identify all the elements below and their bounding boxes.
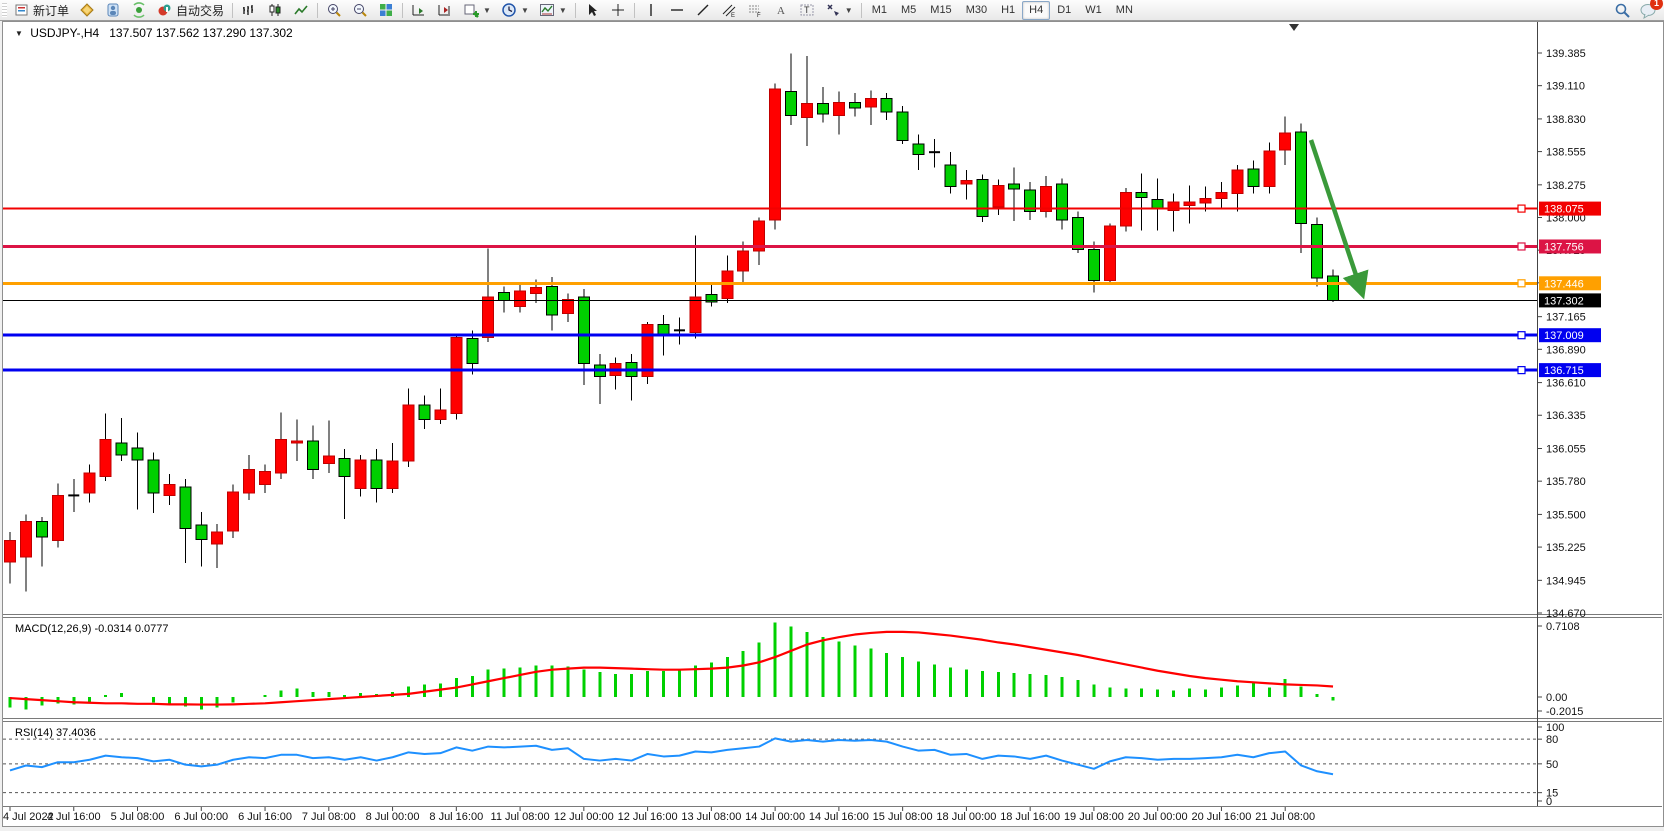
trendline-tool[interactable] xyxy=(690,0,716,20)
toolbar-separator xyxy=(232,2,234,18)
zoom-in-button[interactable] xyxy=(321,0,347,20)
macd-indicator-label: MACD(12,26,9) -0.0314 0.0777 xyxy=(15,623,169,635)
svg-text:E: E xyxy=(731,13,735,18)
new-order-icon xyxy=(14,2,30,18)
bar-chart-button[interactable] xyxy=(236,0,262,20)
market-watch-button[interactable] xyxy=(74,0,100,20)
signal-icon xyxy=(131,2,147,18)
text-label-tool[interactable]: T xyxy=(794,0,820,20)
fibonacci-tool[interactable]: F xyxy=(742,0,768,20)
auto-trading-button[interactable]: 自动交易 xyxy=(152,0,229,20)
notification-badge: 1 xyxy=(1650,0,1663,10)
auto-trading-icon xyxy=(157,2,173,18)
gold-box-icon xyxy=(79,2,95,18)
template-icon xyxy=(539,2,555,18)
tile-windows-icon xyxy=(378,2,394,18)
dropdown-arrow-icon: ▼ xyxy=(558,5,567,15)
svg-text:A: A xyxy=(777,5,785,17)
auto-scroll-button[interactable] xyxy=(406,0,432,20)
collapse-triangle-icon[interactable]: ▼ xyxy=(15,29,23,38)
vertical-line-icon xyxy=(643,2,659,18)
timeframe-button-m15[interactable]: M15 xyxy=(930,3,952,16)
cursor-tool-button[interactable] xyxy=(579,0,605,20)
svg-text:F: F xyxy=(757,13,761,18)
chart-title: ▼ USDJPY-,H4 137.507 137.562 137.290 137… xyxy=(15,26,293,40)
chart-window[interactable]: ▼ USDJPY-,H4 137.507 137.562 137.290 137… xyxy=(2,21,1664,827)
timeframe-button-m30[interactable]: M30 xyxy=(965,3,988,16)
timeframe-button-m5[interactable]: M5 xyxy=(901,3,917,16)
bar-chart-icon xyxy=(241,2,257,18)
chart-ohlc-readout: 137.507 137.562 137.290 137.302 xyxy=(109,26,293,40)
channel-icon: E xyxy=(721,2,737,19)
timeframe-button-w1[interactable]: W1 xyxy=(1085,3,1102,16)
candlestick-chart-icon xyxy=(267,2,283,18)
dropdown-arrow-icon: ▼ xyxy=(844,5,853,15)
svg-text:T: T xyxy=(804,5,810,15)
rsi-indicator-label: RSI(14) 37.4036 xyxy=(15,727,96,739)
period-dropdown[interactable]: ▼ xyxy=(496,0,534,20)
main-toolbar: 新订单 自动交易 xyxy=(0,0,1664,21)
timeframe-button-m1[interactable]: M1 xyxy=(871,3,887,16)
candlestick-chart-button[interactable] xyxy=(262,0,288,20)
zoom-in-icon xyxy=(326,2,342,18)
toolbar-separator xyxy=(402,2,404,18)
new-order-button[interactable]: 新订单 xyxy=(9,0,74,20)
notifications-icon[interactable]: 1 xyxy=(1640,0,1663,20)
data-window-button[interactable] xyxy=(100,0,126,20)
timeframe-button-h1[interactable]: H1 xyxy=(1001,3,1016,16)
new-chart-dropdown[interactable]: ▼ xyxy=(458,0,496,20)
tile-windows-button[interactable] xyxy=(373,0,399,20)
toolbar-right-group: 1 xyxy=(1614,0,1663,20)
toolbar-grip xyxy=(2,3,7,17)
horizontal-line-tool[interactable] xyxy=(664,0,690,20)
line-chart-button[interactable] xyxy=(288,0,314,20)
auto-scroll-icon xyxy=(411,2,427,18)
timeframe-button-d1[interactable]: D1 xyxy=(1057,3,1072,16)
crosshair-tool-button[interactable] xyxy=(605,0,631,20)
search-icon[interactable] xyxy=(1614,2,1630,18)
text-tool[interactable]: A xyxy=(768,0,794,20)
navigator-button[interactable] xyxy=(126,0,152,20)
horizontal-line-icon xyxy=(669,2,685,18)
timeframe-group: M1 M5 M15 M30 H1 H4 D1 W1 MN xyxy=(865,0,1140,20)
toolbar-separator xyxy=(633,2,635,18)
zoom-out-button[interactable] xyxy=(347,0,373,20)
crosshair-icon xyxy=(610,2,626,18)
vertical-line-tool[interactable] xyxy=(638,0,664,20)
data-window-icon xyxy=(105,2,121,18)
cursor-icon xyxy=(584,2,600,18)
zoom-out-icon xyxy=(352,2,368,18)
text-icon: A xyxy=(773,2,789,18)
timeframe-button-mn[interactable]: MN xyxy=(1115,3,1133,16)
dropdown-arrow-icon: ▼ xyxy=(520,5,529,15)
toolbar-separator xyxy=(860,2,862,18)
trendline-icon xyxy=(695,2,711,18)
arrows-icon xyxy=(825,2,841,18)
channel-tool[interactable]: E xyxy=(716,0,742,20)
auto-trading-label: 自动交易 xyxy=(176,3,225,18)
clock-icon xyxy=(501,2,517,18)
toolbar-separator xyxy=(574,2,576,18)
chart-symbol-period: USDJPY-,H4 xyxy=(30,26,100,40)
chart-shift-icon xyxy=(437,2,453,18)
new-chart-icon xyxy=(463,2,480,18)
line-chart-icon xyxy=(293,2,309,18)
new-order-label: 新订单 xyxy=(33,3,70,18)
text-label-icon: T xyxy=(799,2,815,18)
dropdown-arrow-icon: ▼ xyxy=(483,5,491,15)
fibonacci-icon: F xyxy=(747,2,763,19)
arrows-dropdown[interactable]: ▼ xyxy=(820,0,858,20)
chart-shift-button[interactable] xyxy=(432,0,458,20)
timeframe-button-h4[interactable]: H4 xyxy=(1022,0,1051,20)
toolbar-separator xyxy=(317,2,319,18)
template-dropdown[interactable]: ▼ xyxy=(534,0,572,20)
